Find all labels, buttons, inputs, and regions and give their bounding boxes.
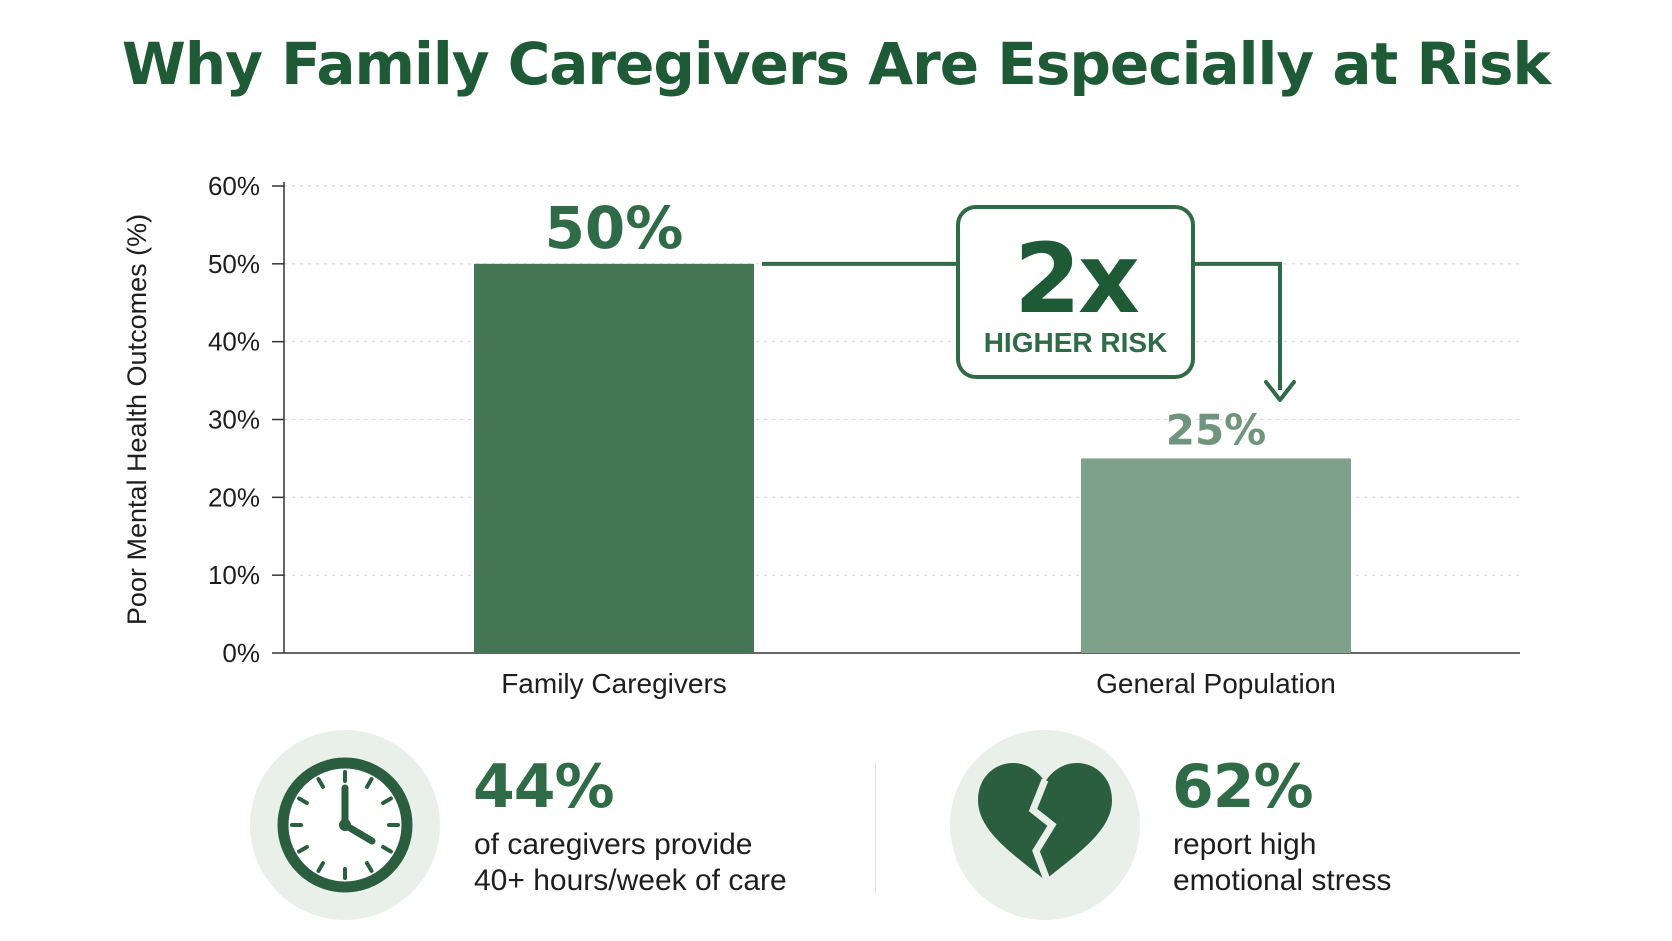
- risk-label: HIGHER RISK: [984, 327, 1168, 358]
- y-tick-label: 0%: [222, 638, 260, 668]
- y-tick-label: 60%: [208, 171, 260, 201]
- y-tick-label: 50%: [208, 249, 260, 279]
- stat-text-line2: emotional stress: [1173, 864, 1392, 897]
- y-tick-label: 40%: [208, 327, 260, 357]
- bar: [474, 263, 754, 653]
- broken-heart-icon: [978, 763, 1112, 882]
- stats-divider: [875, 762, 876, 894]
- y-tick-label: 10%: [208, 560, 260, 590]
- bar-chart: 0% 10% 20% 30% 40% 50% 60% Poor Mental Health O…: [122, 171, 1520, 699]
- bar-value-label: 25%: [1166, 405, 1267, 454]
- axes: 0% 10% 20% 30% 40% 50% 60% Poor Mental Health O…: [122, 171, 1520, 668]
- arrow-head-icon: [1264, 380, 1296, 402]
- x-category-label: General Population: [1096, 668, 1336, 699]
- risk-callout-box: [956, 205, 1195, 379]
- stat-value-hours: 44%: [473, 752, 615, 822]
- clock-icon-circle: [250, 730, 440, 920]
- stat-value-stress: 62%: [1172, 752, 1314, 822]
- connector-line: [1193, 261, 1282, 390]
- y-tick-label: 30%: [208, 405, 260, 435]
- clock-icon: [277, 757, 413, 893]
- risk-multiplier: 2x: [1014, 223, 1139, 335]
- stat-text-line2: 40+ hours/week of care: [474, 864, 787, 897]
- y-tick-label: 20%: [208, 482, 260, 512]
- y-axis-title: Poor Mental Health Outcomes (%): [122, 214, 152, 625]
- stat-text-line1: report high: [1173, 828, 1317, 861]
- page-title: Why Family Caregivers Are Especially at …: [121, 30, 1551, 98]
- stat-text-line1: of caregivers provide: [474, 828, 753, 861]
- bar: [1081, 458, 1351, 653]
- labels: 50% Family Caregivers 25% General Populatio…: [501, 194, 1336, 699]
- x-category-label: Family Caregivers: [501, 668, 727, 699]
- bar-value-label: 50%: [545, 194, 684, 262]
- broken-heart-icon-circle: [950, 730, 1140, 920]
- bars: [474, 263, 1351, 653]
